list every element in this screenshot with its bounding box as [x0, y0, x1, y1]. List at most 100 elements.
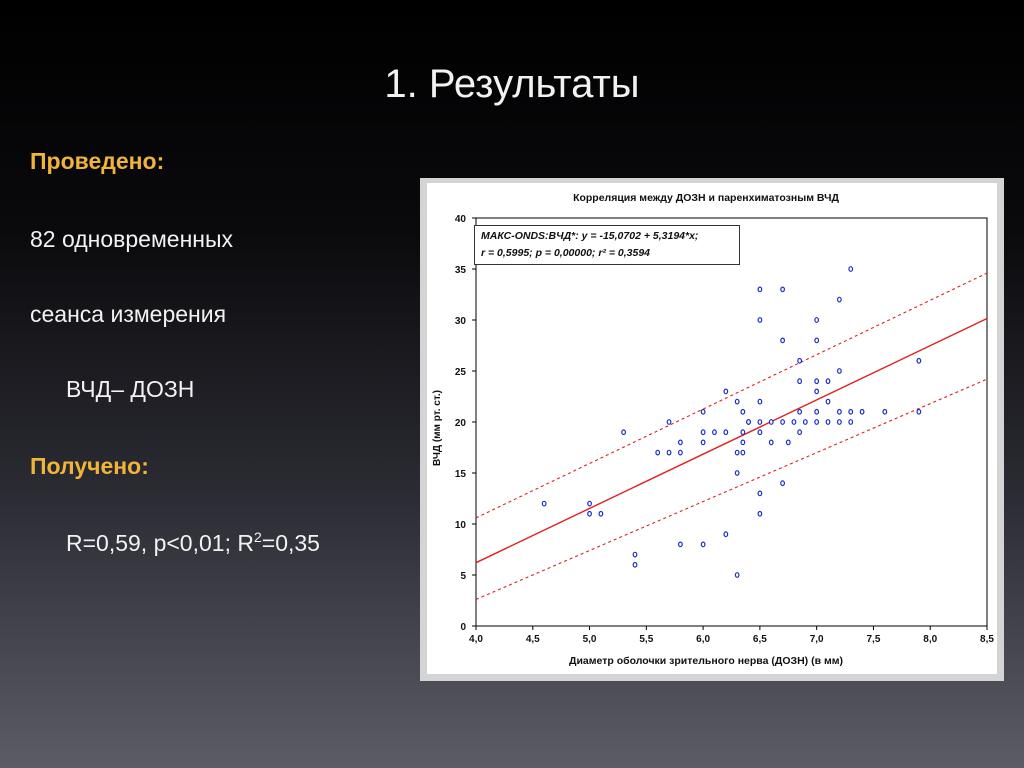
- data-point: [723, 531, 729, 538]
- data-point: [587, 500, 592, 507]
- data-point: [734, 449, 740, 456]
- y-tick-label: 25: [455, 367, 467, 378]
- data-point: [780, 286, 786, 293]
- data-point: [746, 419, 751, 425]
- y-tick-label: 35: [455, 265, 467, 276]
- got-heading: Получено:: [30, 453, 149, 479]
- x-tick-label: 7,5: [866, 634, 880, 645]
- data-point: [678, 449, 683, 456]
- data-point: [768, 419, 774, 425]
- stats-prefix: R=0,59, p<0,01; R: [66, 530, 254, 556]
- data-point: [757, 429, 763, 436]
- bullet-line-2: сеанса измерения: [30, 301, 227, 327]
- data-point: [848, 419, 854, 425]
- x-tick-label: 6,5: [753, 634, 767, 645]
- data-point: [802, 419, 808, 425]
- x-tick-label: 4,5: [526, 634, 540, 645]
- data-point: [814, 378, 820, 385]
- data-point: [780, 337, 786, 344]
- x-tick-label: 5,5: [639, 634, 653, 645]
- ci-upper-line: [475, 272, 988, 519]
- chart-title: Корреляция между ДОЗН и паренхиматозным …: [573, 192, 839, 204]
- data-point: [825, 398, 831, 405]
- chart-panel: Корреляция между ДОЗН и паренхиматозным …: [420, 178, 1004, 681]
- x-tick-label: 7,0: [810, 634, 824, 645]
- annotation-line-2: r = 0,5995; p = 0,00000; r² = 0,3594: [481, 247, 650, 259]
- ci-lower-line: [475, 378, 988, 600]
- data-point: [836, 368, 842, 374]
- data-point: [740, 449, 746, 456]
- data-point: [632, 561, 638, 568]
- done-heading: Проведено:: [30, 148, 165, 174]
- data-point: [734, 470, 740, 476]
- data-point: [859, 408, 865, 415]
- data-point: [598, 510, 604, 517]
- data-point: [723, 429, 729, 436]
- data-point: [666, 419, 672, 425]
- annotation-line-1: МАКС-ONDS:ВЧД*: y = -15,0702 + 5,3194*x;: [481, 230, 699, 242]
- data-point: [734, 572, 740, 578]
- data-point: [666, 449, 672, 456]
- stats-superscript: 2: [253, 529, 262, 545]
- regression-line: [475, 317, 988, 564]
- data-point: [700, 439, 706, 446]
- data-point: [882, 408, 888, 415]
- stats-line: R=0,59, p<0,01; R2=0,35: [66, 529, 320, 557]
- data-point: [678, 439, 683, 446]
- y-tick-label: 15: [455, 469, 467, 480]
- plot-area: 4,0 4,5 5,0 5,5 6,0 6,5 7,0 7,5 8,0 8,5 0 5 10 15 20 25…: [455, 214, 995, 645]
- regression-annotation: МАКС-ONDS:ВЧД*: y = -15,0702 + 5,3194*x;…: [474, 225, 740, 265]
- x-tick-label: 6,0: [696, 634, 710, 645]
- data-point: [836, 419, 842, 425]
- y-tick-label: 40: [455, 214, 467, 225]
- data-point: [814, 317, 820, 323]
- bullet-line-1: 82 одновременных: [30, 226, 234, 252]
- data-point: [757, 490, 763, 497]
- data-point: [712, 429, 717, 436]
- data-point: [797, 408, 803, 415]
- data-point: [700, 541, 706, 548]
- data-point: [723, 388, 729, 395]
- data-point: [740, 408, 746, 415]
- data-point: [757, 419, 763, 425]
- data-point: [678, 541, 683, 548]
- x-tick-label: 5,0: [583, 634, 597, 645]
- data-point: [700, 429, 706, 436]
- data-point: [848, 408, 854, 415]
- data-point: [916, 408, 922, 415]
- x-tick-label: 8,0: [923, 634, 937, 645]
- data-point: [836, 296, 842, 303]
- data-point: [768, 439, 774, 446]
- data-point: [780, 419, 786, 425]
- data-point: [541, 500, 547, 507]
- data-point: [757, 286, 763, 293]
- data-point: [757, 510, 763, 517]
- data-point: [797, 378, 803, 385]
- data-point: [632, 551, 638, 558]
- data-point: [780, 480, 786, 487]
- data-point: [740, 429, 746, 436]
- y-tick-label: 10: [455, 520, 467, 531]
- x-tick-label: 4,0: [469, 634, 483, 645]
- data-point: [740, 439, 746, 446]
- data-point: [848, 266, 854, 272]
- stats-suffix: =0,35: [261, 530, 320, 556]
- data-point: [814, 408, 820, 415]
- data-point: [734, 398, 740, 405]
- data-point: [797, 429, 803, 436]
- data-point: [757, 317, 763, 323]
- data-point: [757, 398, 763, 405]
- data-point: [655, 449, 661, 456]
- y-tick-label: 5: [460, 571, 466, 582]
- y-tick-label: 30: [455, 316, 467, 327]
- data-point: [621, 429, 627, 436]
- x-axis-label: Диаметр оболочки зрительного нерва (ДОЗН…: [569, 655, 843, 667]
- y-tick-label: 0: [460, 622, 466, 633]
- bullet-line-3: ВЧД– ДОЗН: [66, 376, 195, 402]
- slide-title: 1. Результаты: [384, 62, 640, 106]
- y-axis-label: ВЧД (мм рт. ст.): [432, 390, 443, 466]
- data-point: [814, 337, 820, 344]
- data-point: [825, 378, 831, 385]
- data-point: [916, 357, 922, 364]
- data-point: [785, 439, 791, 446]
